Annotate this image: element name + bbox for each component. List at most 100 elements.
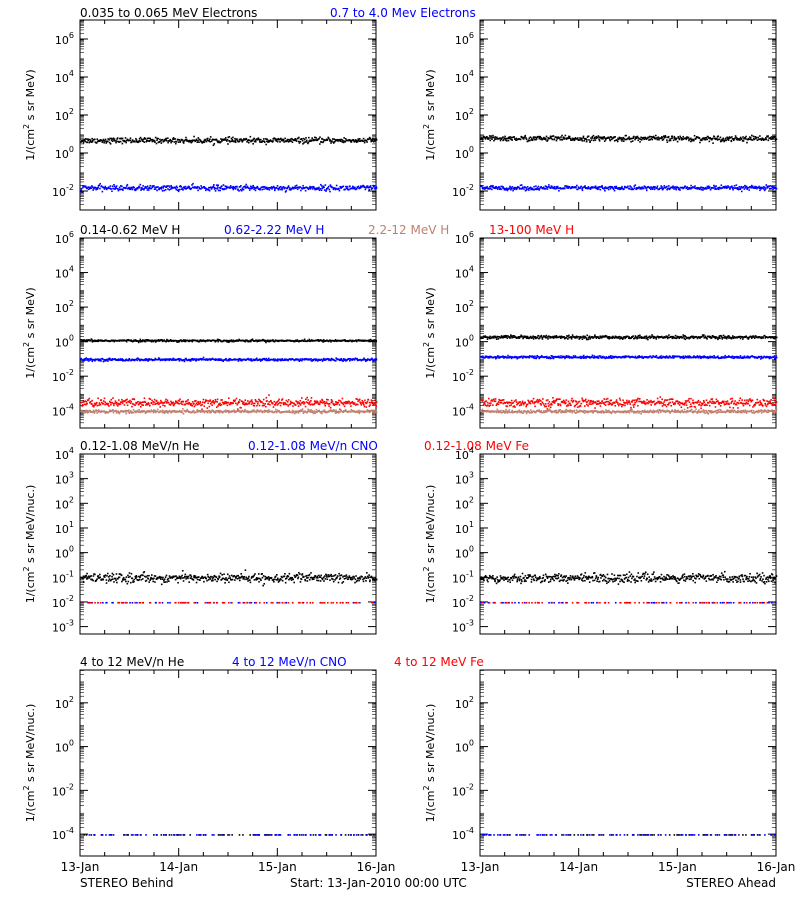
data-point: [161, 190, 164, 192]
data-point: [273, 137, 275, 139]
data-point: [297, 140, 300, 143]
data-point: [702, 189, 704, 191]
data-point: [182, 142, 185, 144]
data-point: [693, 134, 696, 137]
data-point: [213, 401, 216, 404]
data-point: [571, 186, 574, 188]
data-point: [658, 188, 661, 190]
data-point: [286, 411, 288, 413]
data-point: [201, 401, 204, 404]
data-point: [668, 139, 671, 142]
data-point: [295, 184, 298, 187]
data-point: [103, 139, 105, 142]
data-point: [149, 398, 152, 401]
data-point: [320, 358, 323, 361]
data-point: [178, 410, 180, 413]
data-point: [360, 410, 362, 412]
data-point: [191, 139, 194, 142]
data-point: [165, 137, 167, 140]
data-point: [321, 412, 323, 415]
data-point: [102, 400, 105, 402]
data-point: [229, 187, 231, 189]
data-point: [173, 358, 176, 360]
data-point: [727, 139, 730, 141]
data-point: [635, 136, 637, 138]
data-point: [188, 187, 191, 190]
data-point: [320, 401, 323, 404]
data-point: [604, 137, 606, 140]
data-point: [509, 185, 511, 188]
data-point: [139, 136, 142, 139]
data-point: [144, 401, 147, 404]
data-point: [240, 138, 242, 140]
data-point: [132, 409, 135, 411]
data-point: [120, 137, 123, 140]
data-point: [118, 403, 121, 405]
data-point: [371, 402, 374, 405]
data-point: [156, 139, 158, 141]
data-point: [325, 190, 327, 192]
data-point: [210, 410, 212, 412]
data-point: [689, 140, 692, 143]
data-point: [308, 403, 310, 405]
data-point: [233, 409, 235, 412]
y-axis-label: 1/(cm2 s sr MeV): [22, 69, 37, 160]
data-point: [86, 411, 88, 413]
y-tick-label: 10-2: [52, 183, 74, 199]
data-point: [356, 410, 358, 413]
data-point: [512, 189, 514, 192]
data-point: [363, 141, 366, 144]
data-point: [129, 139, 132, 142]
data-point: [349, 401, 351, 404]
data-point: [201, 358, 204, 360]
data-point: [334, 187, 336, 190]
data-point: [645, 138, 648, 141]
data-point: [375, 340, 378, 343]
data-point: [144, 359, 147, 362]
data-point: [196, 339, 199, 342]
data-point: [231, 138, 234, 141]
data-point: [213, 410, 216, 413]
data-point: [730, 140, 733, 143]
data-point: [338, 187, 340, 190]
data-point: [282, 339, 284, 342]
data-point: [648, 139, 650, 141]
data-point: [318, 340, 320, 343]
data-point: [305, 398, 307, 401]
data-point: [683, 186, 686, 189]
data-point: [220, 404, 223, 406]
data-point: [324, 184, 327, 186]
data-point: [275, 140, 278, 142]
data-point: [125, 358, 128, 361]
data-point: [699, 141, 701, 144]
data-point: [91, 141, 94, 143]
data-point: [256, 409, 259, 411]
data-point: [186, 402, 189, 405]
data-point: [340, 340, 343, 342]
data-point: [289, 400, 292, 403]
data-point: [540, 138, 542, 141]
data-point: [280, 185, 282, 188]
data-point: [661, 188, 664, 191]
data-point: [91, 186, 94, 188]
data-point: [591, 137, 594, 139]
data-point: [694, 185, 696, 187]
data-point: [100, 358, 103, 360]
data-point: [509, 136, 511, 138]
data-point: [98, 402, 101, 404]
y-tick-label: 102: [55, 299, 74, 315]
data-point: [757, 136, 759, 139]
data-point: [217, 359, 219, 361]
data-point: [133, 186, 135, 189]
data-point: [624, 186, 626, 189]
data-point: [343, 137, 345, 139]
data-point: [352, 358, 354, 361]
data-point: [241, 140, 244, 143]
data-point: [284, 403, 287, 405]
data-point: [674, 187, 677, 190]
data-point: [489, 186, 491, 188]
data-point: [280, 412, 282, 414]
data-point: [174, 138, 176, 140]
data-point: [120, 185, 122, 187]
data-point: [156, 189, 158, 192]
